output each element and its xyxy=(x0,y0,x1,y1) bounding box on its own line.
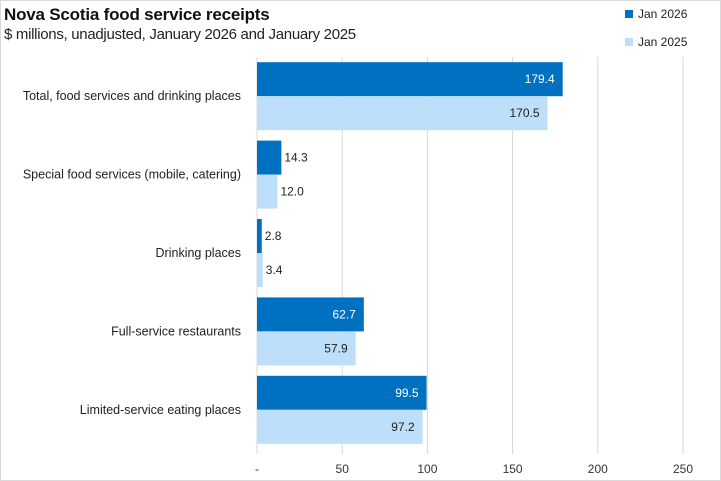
bar xyxy=(257,375,427,410)
data-label: 97.2 xyxy=(391,420,415,434)
legend-label-jan-2025: Jan 2025 xyxy=(638,35,688,49)
data-label: 12.0 xyxy=(280,185,304,199)
bar xyxy=(257,297,364,332)
x-tick-label: 250 xyxy=(673,462,693,476)
category-label: Full-service restaurants xyxy=(111,324,241,338)
bar xyxy=(257,331,356,366)
x-tick-label: 150 xyxy=(503,462,523,476)
legend-item-jan-2025: Jan 2025 xyxy=(625,35,687,49)
legend-label-jan-2026: Jan 2026 xyxy=(638,7,688,21)
data-label: 57.9 xyxy=(324,341,348,355)
category-label: Total, food services and drinking places xyxy=(23,89,241,103)
data-label: 2.8 xyxy=(265,229,282,243)
chart-title: Nova Scotia food service receipts xyxy=(4,5,270,24)
bar xyxy=(257,219,262,253)
x-tick-label: - xyxy=(255,462,259,476)
data-label: 62.7 xyxy=(332,307,356,321)
x-tick-label: 100 xyxy=(417,462,437,476)
bar xyxy=(257,96,548,131)
x-tick-label: 50 xyxy=(336,462,350,476)
legend-item-jan-2026: Jan 2026 xyxy=(625,7,687,21)
category-label: Limited-service eating places xyxy=(80,403,241,417)
chart-subtitle: $ millions, unadjusted, January 2026 and… xyxy=(4,26,356,43)
data-label: 99.5 xyxy=(395,386,419,400)
legend-swatch-jan-2026 xyxy=(625,10,633,18)
data-label: 170.5 xyxy=(510,106,540,120)
bar xyxy=(257,62,563,97)
bar xyxy=(257,174,278,209)
data-label: 14.3 xyxy=(284,151,308,165)
bar xyxy=(257,409,423,444)
category-label: Drinking places xyxy=(156,246,241,260)
data-label: 179.4 xyxy=(525,72,555,86)
x-tick-label: 200 xyxy=(588,462,608,476)
bar xyxy=(257,140,282,175)
legend-swatch-jan-2025 xyxy=(625,38,633,46)
bar xyxy=(257,253,263,287)
category-label: Special food services (mobile, catering) xyxy=(23,168,241,182)
data-label: 3.4 xyxy=(266,263,283,277)
